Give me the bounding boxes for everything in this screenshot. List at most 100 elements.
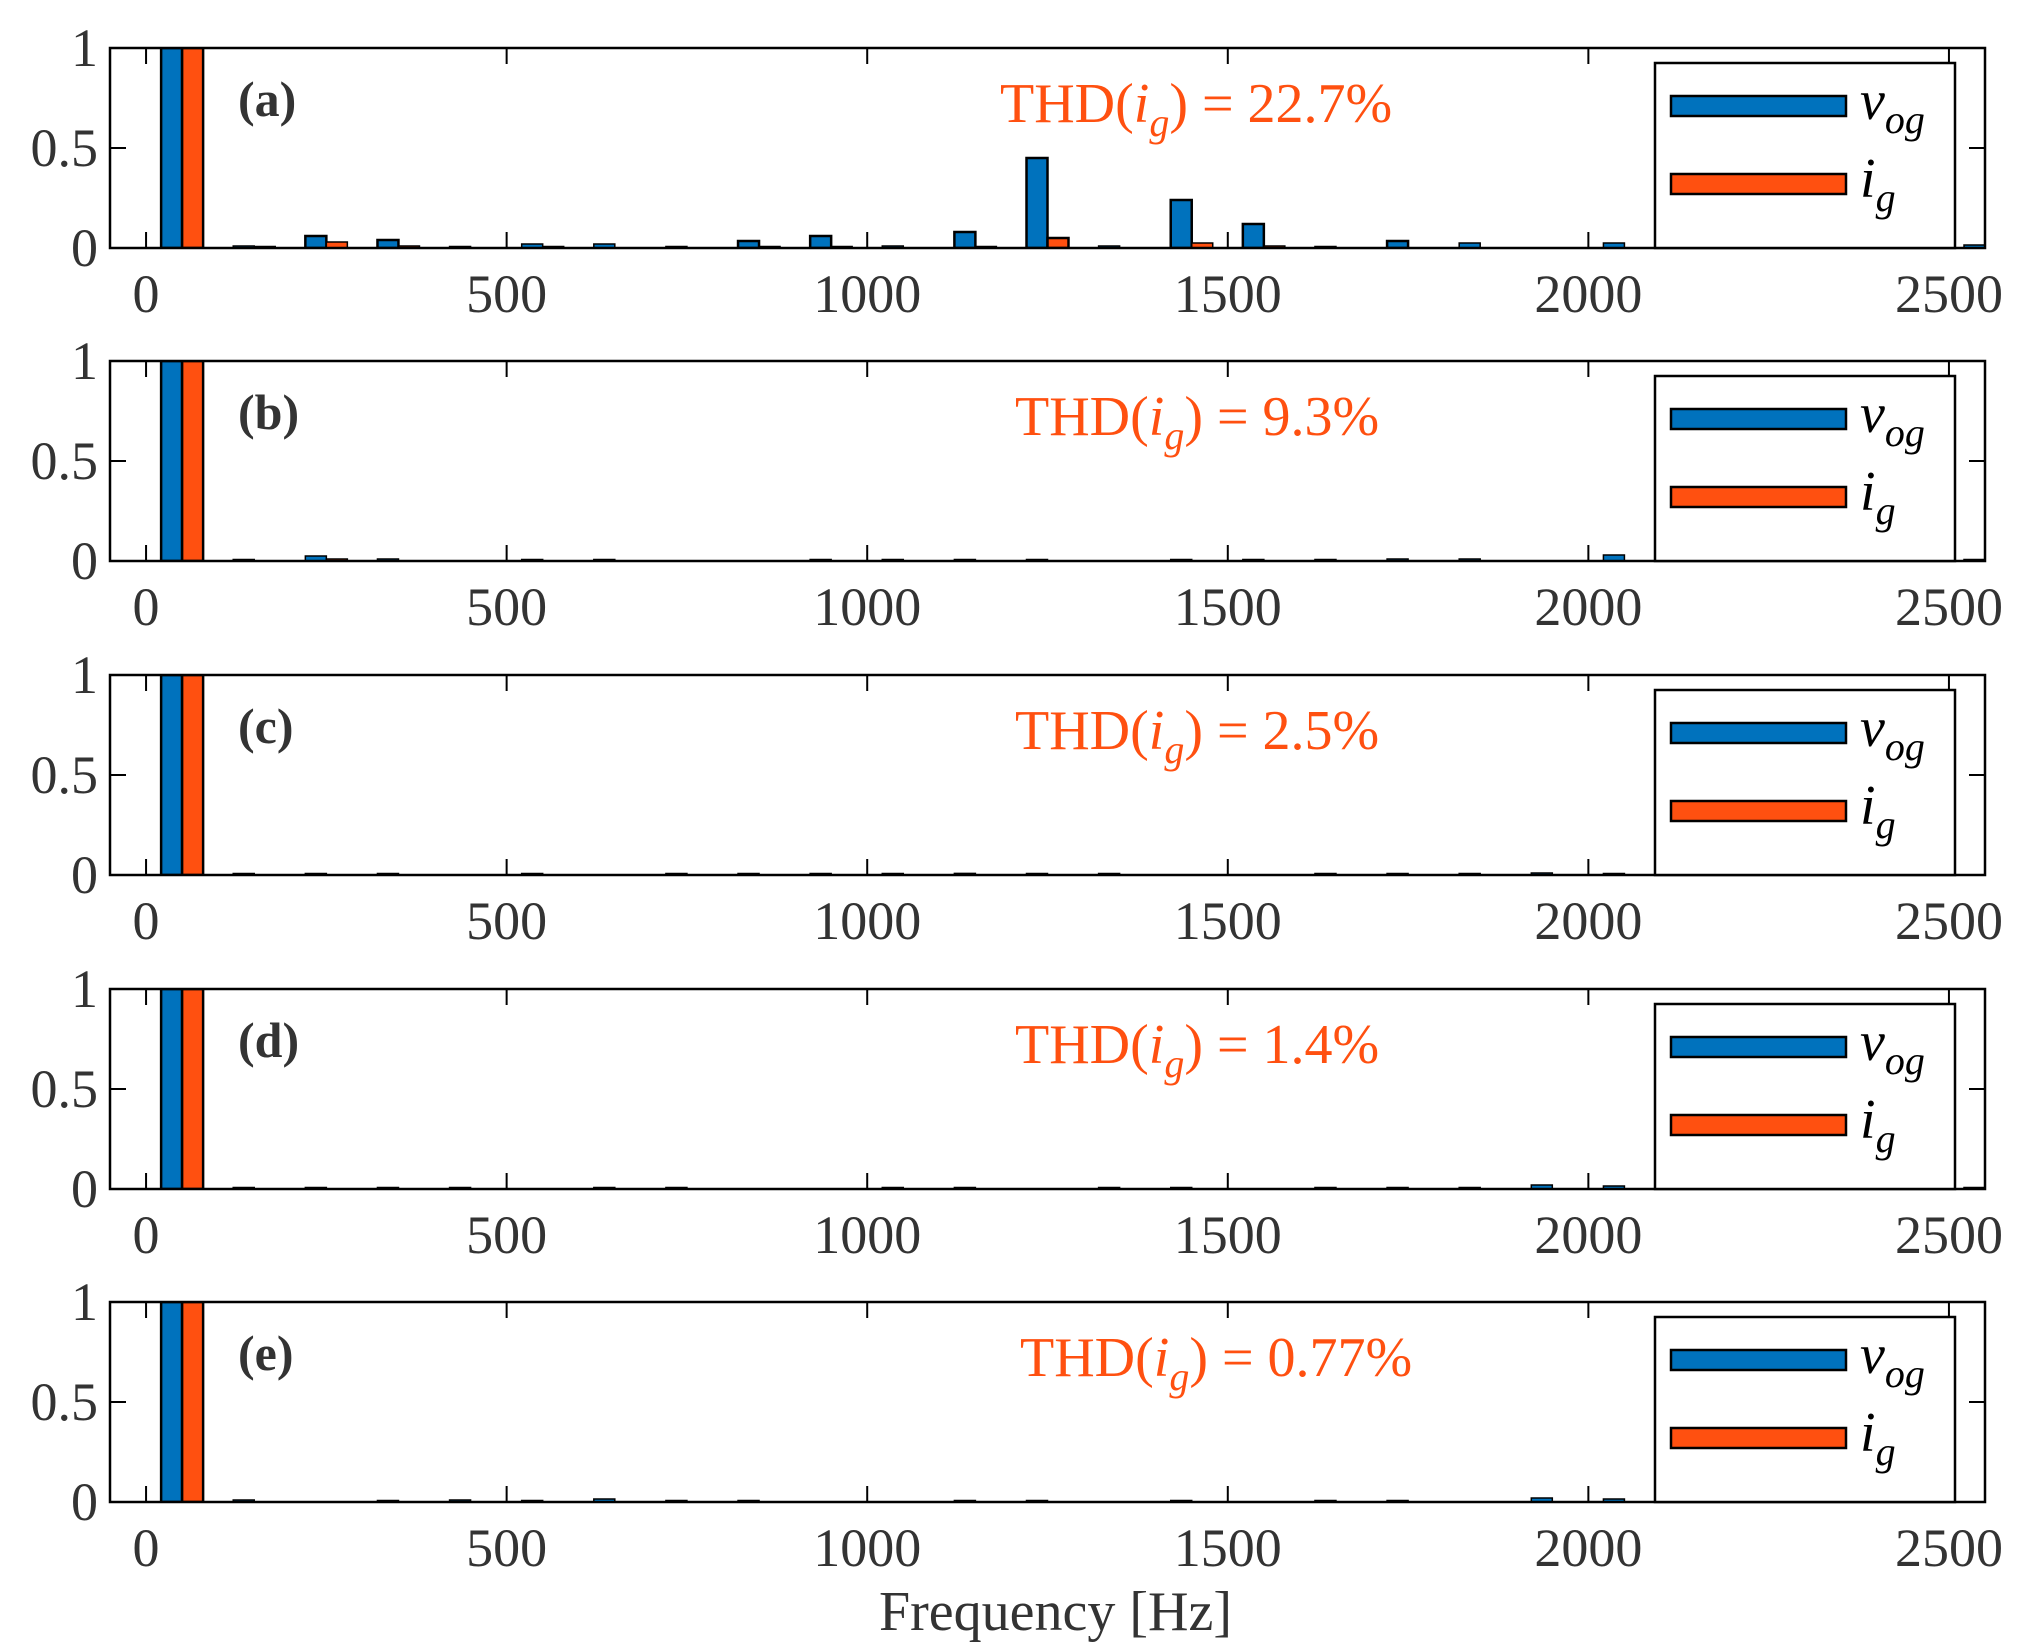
thd-value: ) = 2.5%: [1184, 700, 1379, 762]
y-tick-label: 0: [71, 1159, 98, 1219]
thd-subscript: g: [1164, 727, 1184, 772]
y-tick-label: 1: [71, 959, 98, 1019]
legend-label-i_g: ig: [1860, 1402, 1896, 1474]
legend-label-i_g: ig: [1860, 148, 1896, 220]
bar-v_og-950: [808, 234, 833, 248]
panel-label: (d): [238, 1012, 299, 1068]
thd-annotation: THD(ig) = 9.3%: [1015, 386, 1379, 458]
legend-label-v_og: vog: [1860, 383, 1925, 455]
legend-base: v: [1860, 383, 1885, 445]
bar-v_og-50: [159, 1302, 184, 1502]
y-tick-label: 0: [71, 1472, 98, 1532]
x-tick-label: 0: [133, 577, 160, 637]
bar-i_g-1250: [1046, 236, 1070, 248]
x-axis-label: Frequency [Hz]: [879, 1581, 1232, 1643]
bar-v_og-2050: [1602, 554, 1626, 561]
legend: vog ig: [1653, 688, 1957, 877]
bar-v_og-1950: [1530, 1497, 1554, 1502]
legend-subscript: g: [1876, 1116, 1896, 1161]
x-tick-label: 500: [466, 891, 547, 951]
x-tick-label: 1500: [1174, 1518, 1282, 1578]
y-tick-label: 0: [71, 218, 98, 278]
thd-prefix: THD(: [1015, 700, 1149, 762]
y-tick-label: 1: [71, 645, 98, 705]
panel-label: (b): [238, 384, 299, 440]
thd-prefix: THD(: [1020, 1327, 1154, 1389]
legend-subscript: og: [1885, 97, 1925, 142]
x-tick-label: 1000: [813, 1205, 921, 1265]
bar-v_og-350: [376, 238, 400, 248]
bar-v_og-1850: [1458, 242, 1481, 248]
x-tick-label: 2500: [1895, 1518, 2003, 1578]
y-tick-label: 0: [71, 531, 98, 591]
bar-v_og-2050: [1602, 242, 1626, 248]
legend-swatch-i_g: [1669, 799, 1848, 823]
x-tick-label: 2000: [1534, 891, 1642, 951]
bar-v_og-1450: [1169, 198, 1193, 248]
x-tick-label: 0: [133, 1518, 160, 1578]
x-tick-label: 1500: [1174, 264, 1282, 324]
legend-subscript: og: [1885, 724, 1925, 769]
x-tick-label: 1500: [1174, 891, 1282, 951]
y-tick-label: 0.5: [31, 1372, 99, 1432]
bar-v_og-1550: [1241, 222, 1266, 248]
legend-label-v_og: vog: [1860, 1011, 1925, 1083]
legend-swatch-v_og: [1669, 1035, 1848, 1059]
legend-subscript: g: [1876, 488, 1896, 533]
bar-i_g-50: [180, 989, 205, 1189]
legend-swatch-i_g: [1669, 1113, 1848, 1137]
thd-prefix: THD(: [1015, 1014, 1149, 1076]
y-tick-label: 0.5: [31, 118, 99, 178]
bar-v_og-50: [159, 989, 184, 1189]
bar-v_og-50: [159, 675, 184, 875]
legend-base: v: [1860, 697, 1885, 759]
legend-swatch-v_og: [1669, 1348, 1848, 1372]
legend-box: [1653, 688, 1957, 877]
bars-group: [159, 1302, 1842, 1502]
y-tick-label: 0.5: [31, 745, 99, 805]
x-tick-label: 500: [466, 577, 547, 637]
y-tick-label: 1: [71, 331, 98, 391]
thd-value: ) = 22.7%: [1169, 73, 1392, 135]
x-tick-label: 1000: [813, 891, 921, 951]
bar-v_og-1750: [1385, 239, 1410, 248]
x-tick-label: 500: [466, 264, 547, 324]
x-tick-label: 500: [466, 1518, 547, 1578]
bar-i_g-250: [325, 241, 349, 248]
x-tick-label: 2000: [1534, 1205, 1642, 1265]
thd-prefix: THD(: [1015, 386, 1149, 448]
thd-subscript: g: [1164, 1041, 1184, 1086]
x-tick-label: 0: [133, 891, 160, 951]
bar-v_og-2550: [1963, 244, 1985, 248]
legend-subscript: g: [1876, 802, 1896, 847]
thd-annotation: THD(ig) = 22.7%: [1000, 73, 1392, 145]
legend-box: [1653, 374, 1957, 563]
x-tick-label: 2000: [1534, 264, 1642, 324]
legend-swatch-v_og: [1669, 721, 1848, 745]
bar-i_g-50: [180, 675, 205, 875]
legend-base: v: [1860, 1011, 1885, 1073]
x-tick-label: 0: [133, 264, 160, 324]
legend-box: [1653, 1002, 1957, 1191]
bar-v_og-650: [593, 243, 616, 248]
y-tick-label: 0.5: [31, 431, 99, 491]
y-tick-label: 0.5: [31, 1059, 99, 1119]
x-tick-label: 2000: [1534, 1518, 1642, 1578]
thd-subscript: g: [1164, 413, 1184, 458]
legend-base: i: [1860, 148, 1876, 210]
panel-label: (c): [238, 698, 294, 754]
thd-value: ) = 1.4%: [1184, 1014, 1379, 1076]
legend-base: i: [1860, 461, 1876, 523]
legend-label-i_g: ig: [1860, 775, 1896, 847]
thd-value: ) = 0.77%: [1189, 1327, 1412, 1389]
bar-i_g-50: [180, 48, 205, 248]
legend-label-i_g: ig: [1860, 1089, 1896, 1161]
legend-subscript: og: [1885, 410, 1925, 455]
bar-v_og-1950: [1530, 1184, 1554, 1189]
